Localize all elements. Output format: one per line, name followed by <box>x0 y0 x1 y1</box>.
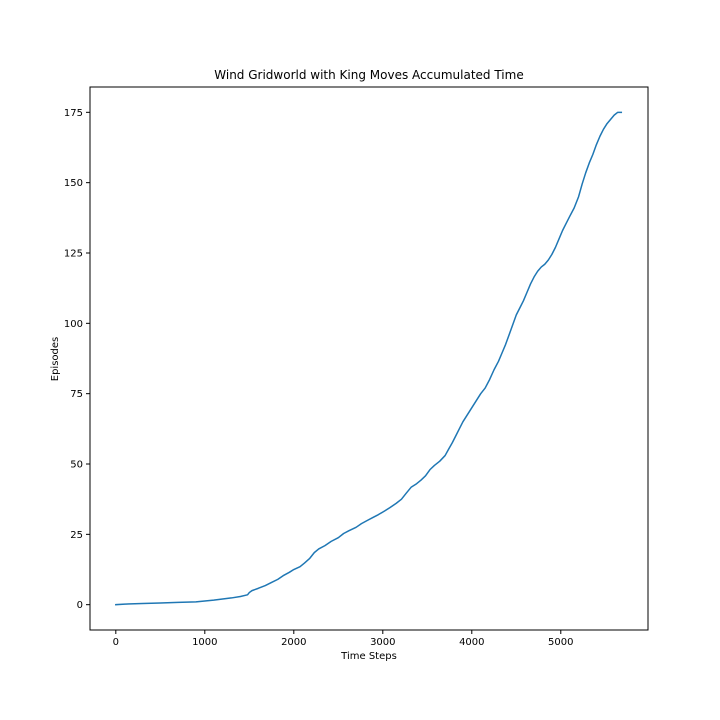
chart-title: Wind Gridworld with King Moves Accumulat… <box>214 68 523 82</box>
y-tick-label: 0 <box>77 600 83 611</box>
x-tick-label: 0 <box>113 637 119 648</box>
y-tick-label: 50 <box>70 460 83 471</box>
y-tick-label: 175 <box>64 108 83 119</box>
y-tick-label: 125 <box>64 248 83 259</box>
y-tick-label: 25 <box>70 530 83 541</box>
x-tick-label: 3000 <box>370 637 395 648</box>
plot-frame <box>89 86 649 631</box>
x-tick-label: 4000 <box>459 637 484 648</box>
x-tick-label: 5000 <box>548 637 573 648</box>
x-tick-label: 1000 <box>192 637 217 648</box>
x-tick-label: 2000 <box>281 637 306 648</box>
y-tick-label: 150 <box>64 178 83 189</box>
y-axis-label: Episodes <box>50 337 61 381</box>
axis-ticks: 0 1000 2000 3000 4000 5000 0 25 50 75 100 125 150 175 <box>64 108 574 648</box>
y-tick-label: 75 <box>70 389 83 400</box>
y-tick-label: 100 <box>64 319 83 330</box>
episodes-series-line <box>115 111 623 606</box>
x-axis-label: Time Steps <box>340 651 397 662</box>
